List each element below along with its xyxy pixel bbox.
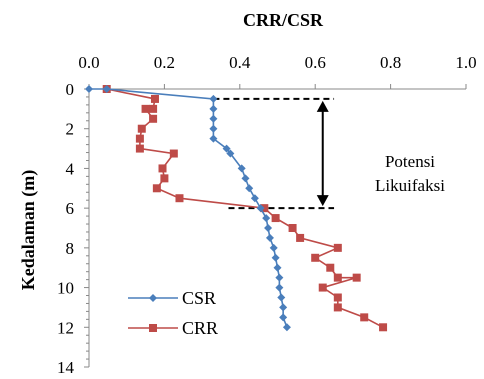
crr-point [296,233,305,242]
y-tick-label: 14 [57,358,75,377]
crr-line [106,88,384,328]
legend-crr-label: CRR [182,318,218,338]
crr-point [318,283,327,292]
crr-point [311,253,320,262]
csr-point [237,164,246,173]
series-csr [85,85,291,332]
x-tick-label: 0.6 [305,53,326,72]
y-axis-label: Kedalaman (m) [18,170,39,291]
legend: CSR CRR [128,288,218,338]
csr-point [245,184,254,193]
csr-point [277,293,286,302]
y-tick-label: 6 [66,199,75,218]
y-tick-label: 12 [57,318,74,337]
crr-point [326,263,335,272]
crr-point [379,323,388,332]
csr-point [279,313,288,322]
csr-point [275,283,284,292]
crr-point [360,313,369,322]
axes: 0.0 0.2 0.4 0.6 0.8 1.0 0 2 4 6 8 10 12 14 [57,53,477,377]
x-tick-label: 0.8 [380,53,401,72]
crr-point [149,104,158,113]
x-tick-label: 1.0 [455,53,476,72]
csr-point [271,253,280,262]
crr-point [175,194,184,203]
zone-arrow-head-down [316,195,329,207]
zone-label-line: Likuifaksi [375,176,445,195]
crr-point [135,144,144,153]
liquefaction-zone: Potensi Likuifaksi [213,97,445,210]
zone-arrow-head-up [316,100,329,112]
y-tick-label: 0 [66,80,75,99]
csr-point [209,114,218,123]
series-layer [85,85,388,332]
y-tick-label: 8 [66,239,75,258]
crr-point [288,224,297,232]
crr-point [149,114,158,123]
x-tick-label: 0.2 [154,53,175,72]
csr-point [85,85,93,93]
csr-point [279,303,288,312]
csr-point [262,214,271,223]
crr-point [150,94,159,103]
csr-point [264,224,273,232]
series-crr [102,85,388,332]
crr-point [333,303,342,312]
csr-point [209,134,218,143]
legend-csr-marker [149,294,157,302]
crr-point [333,273,342,282]
csr-point [241,174,250,183]
csr-point [209,124,218,133]
crr-point [333,243,342,252]
csr-point [102,85,111,93]
crr-point [152,184,161,193]
legend-crr-marker [149,324,157,332]
crr-point [333,293,342,302]
csr-point [265,233,274,242]
csr-point [256,204,265,213]
crr-point [352,273,361,282]
x-tick-label: 0.0 [78,53,99,72]
csr-point [269,243,278,252]
zone-label-line: Potensi [385,152,435,171]
y-tick-label: 10 [57,279,74,298]
y-tick-label: 4 [66,159,75,178]
crr-point [158,164,167,173]
csr-point [209,104,218,113]
y-tick-label: 2 [66,120,75,139]
crr-point [169,149,178,158]
crr-point [135,134,144,143]
csr-point [273,263,282,272]
crr-point [160,174,169,183]
crr-point [271,214,280,223]
csr-point [282,323,291,332]
csr-point [226,149,235,158]
legend-csr-label: CSR [182,288,216,308]
crr-point [141,104,150,113]
csr-point [222,144,231,153]
chart-title: CRR/CSR [243,10,324,30]
csr-point [275,273,284,282]
crr-point [137,124,146,133]
csr-point [250,194,259,203]
csr-point [209,94,218,103]
x-tick-label: 0.4 [229,53,251,72]
